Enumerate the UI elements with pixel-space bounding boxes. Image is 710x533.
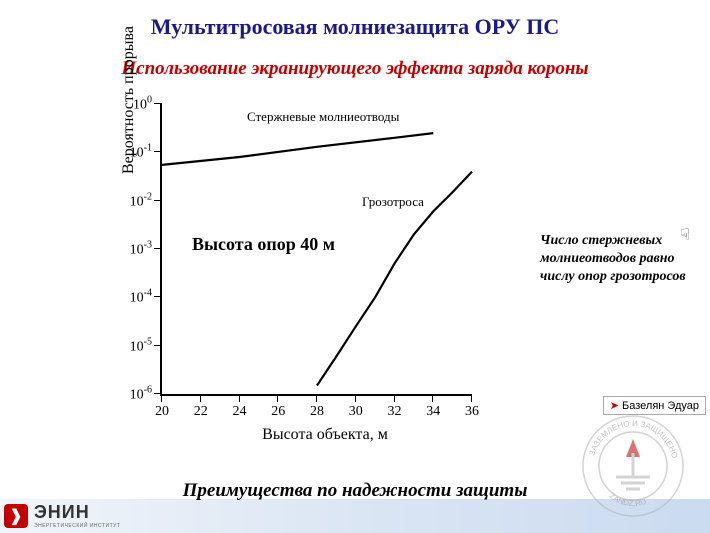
enin-logo: ❱ ЭНИН ЭНЕРГЕТИЧЕСКИЙ ИНСТИТУТ [4,502,120,529]
x-tick-label: 24 [225,404,255,420]
series-0 [162,133,433,165]
page-title: Мультитросовая молниезащита ОРУ ПС [0,14,710,40]
enin-logo-badge-icon: ❱ [4,504,28,528]
enin-logo-subtext: ЭНЕРГЕТИЧЕСКИЙ ИНСТИТУТ [34,523,120,529]
x-tick-label: 28 [302,404,332,420]
page: Мультитросовая молниезащита ОРУ ПС Испол… [0,0,710,533]
svg-text:ZANDZ.RU: ZANDZ.RU [608,491,648,508]
y-tick-label: 10-5 [112,336,152,355]
y-tick-label: 10-2 [112,191,152,210]
series-label-wires: Грозотроса [362,194,424,210]
side-annotation: Число стержневых молниеотводов равно чис… [540,232,700,287]
y-tick-label: 10-6 [112,385,152,404]
series-label-rods: Стержневые молниеотводы [247,109,399,125]
x-tick-label: 36 [457,404,487,420]
x-tick-label: 30 [341,404,371,420]
x-tick-label: 26 [263,404,293,420]
x-tick-label: 22 [186,404,216,420]
x-tick-label: 20 [147,404,177,420]
x-axis-title: Высота объекта, м [90,426,560,444]
enin-logo-text: ЭНИН [34,502,120,523]
y-tick-label: 100 [112,95,152,114]
plot-region: Стержневые молниеотводы Грозотроса Высот… [160,104,472,396]
y-tick-label: 10-4 [112,288,152,307]
y-tick-label: 10-1 [112,143,152,162]
hand-cursor-icon: ☟ [680,225,690,245]
zandz-stamp-icon: ЗАЗЕМЛЕНО И ЗАЩИЩЕНО ZANDZ.RU [578,411,688,521]
x-tick-label: 32 [380,404,410,420]
center-annotation: Высота опор 40 м [192,234,335,255]
y-tick-label: 10-3 [112,240,152,259]
x-tick-label: 34 [418,404,448,420]
chart-area: Вероятность прорыва Стержневые молниеотв… [90,84,560,444]
page-subtitle: Использование экранирующего эффекта заря… [0,58,710,80]
